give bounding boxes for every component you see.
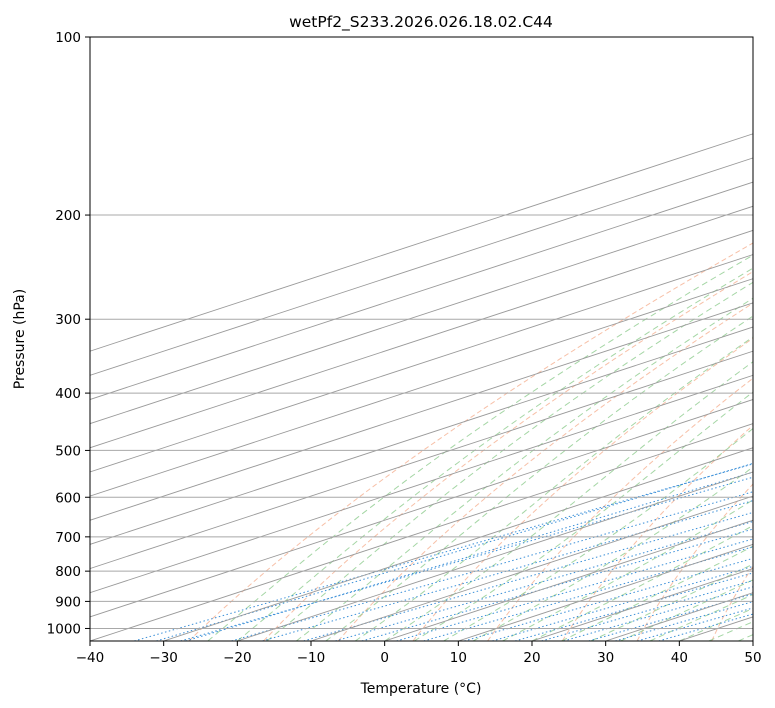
isotherm-line	[90, 398, 753, 618]
y-tick-label: 600	[55, 490, 81, 506]
isotherm-line	[90, 254, 753, 473]
x-tick-label: −10	[297, 650, 326, 666]
plot-frame	[89, 36, 754, 642]
dry-adiabat-line	[636, 483, 753, 641]
y-tick-label: 700	[55, 530, 81, 546]
moist-adiabat-line	[531, 524, 753, 641]
x-tick-label: 20	[523, 650, 540, 666]
isotherm-line	[90, 181, 753, 400]
x-axis-label: Temperature (°C)	[360, 681, 482, 697]
isotherm-line	[310, 495, 753, 641]
x-tick-label: −30	[149, 650, 178, 666]
isotherm-line	[90, 133, 753, 352]
y-axis: 100 200 300 400 500 600 700 800 900 1000	[47, 30, 90, 637]
mixing-ratio-line	[134, 463, 753, 641]
moist-adiabat-line	[443, 427, 753, 641]
isotherm-line	[237, 471, 753, 641]
moist-adiabat-line	[620, 579, 753, 641]
y-axis-label: Pressure (hPa)	[12, 289, 28, 389]
moist-adiabat-line	[561, 545, 753, 641]
mixing-ratio-line	[180, 476, 753, 641]
x-tick-label: 50	[744, 650, 761, 666]
plot-area: -100-90-80-70-60-50-40-30-20-10010203040…	[90, 37, 753, 641]
dry-adiabat-line	[188, 242, 753, 641]
isotherm-line	[163, 447, 753, 641]
isotherm-line	[90, 350, 753, 570]
isotherm-line	[90, 229, 753, 449]
isotherm-line	[90, 374, 753, 594]
chart-title: wetPf2_S233.2026.026.18.02.C44	[289, 13, 553, 32]
isotherm-line	[90, 423, 753, 641]
y-tick-label: 800	[55, 564, 81, 580]
x-tick-label: −20	[223, 650, 252, 666]
moist-adiabat-line	[649, 594, 753, 641]
y-tick-label: 300	[55, 312, 81, 328]
isotherm-lines	[90, 133, 753, 641]
moist-adiabat-line	[207, 254, 753, 641]
mixing-ratio-lines	[134, 462, 753, 641]
y-tick-label: 400	[55, 386, 81, 402]
y-tick-label: 100	[55, 30, 81, 46]
y-tick-label: 500	[55, 443, 81, 459]
moist-adiabat-line	[266, 281, 753, 641]
x-tick-label: 40	[671, 650, 688, 666]
y-tick-label: 1000	[47, 621, 81, 637]
dry-adiabats	[188, 242, 753, 641]
isotherm-line	[90, 157, 753, 376]
isotherm-line	[384, 519, 753, 641]
x-tick-label: 30	[597, 650, 614, 666]
isotherm-line	[90, 302, 753, 521]
isotherm-line	[90, 278, 753, 497]
isobar-gridlines	[90, 37, 753, 629]
x-tick-label: 0	[380, 650, 389, 666]
moist-adiabat-line	[354, 336, 753, 641]
isotherm-line	[90, 326, 753, 545]
y-tick-label: 200	[55, 208, 81, 224]
mixing-ratio-line	[185, 471, 753, 641]
y-tick-label: 900	[55, 594, 81, 610]
dry-adiabat-line	[263, 271, 753, 641]
mixing-ratio-line	[156, 462, 753, 641]
moist-adiabat-line	[384, 361, 753, 641]
x-axis: −40 −30 −20 −10 0 10 20 30 40 50	[76, 641, 762, 666]
moist-adiabat-line	[236, 267, 753, 641]
moist-adiabat-line	[472, 466, 753, 641]
isotherm-line	[90, 205, 753, 425]
x-tick-label: −40	[76, 650, 105, 666]
dry-adiabat-line	[487, 377, 753, 641]
x-tick-label: 10	[450, 650, 467, 666]
